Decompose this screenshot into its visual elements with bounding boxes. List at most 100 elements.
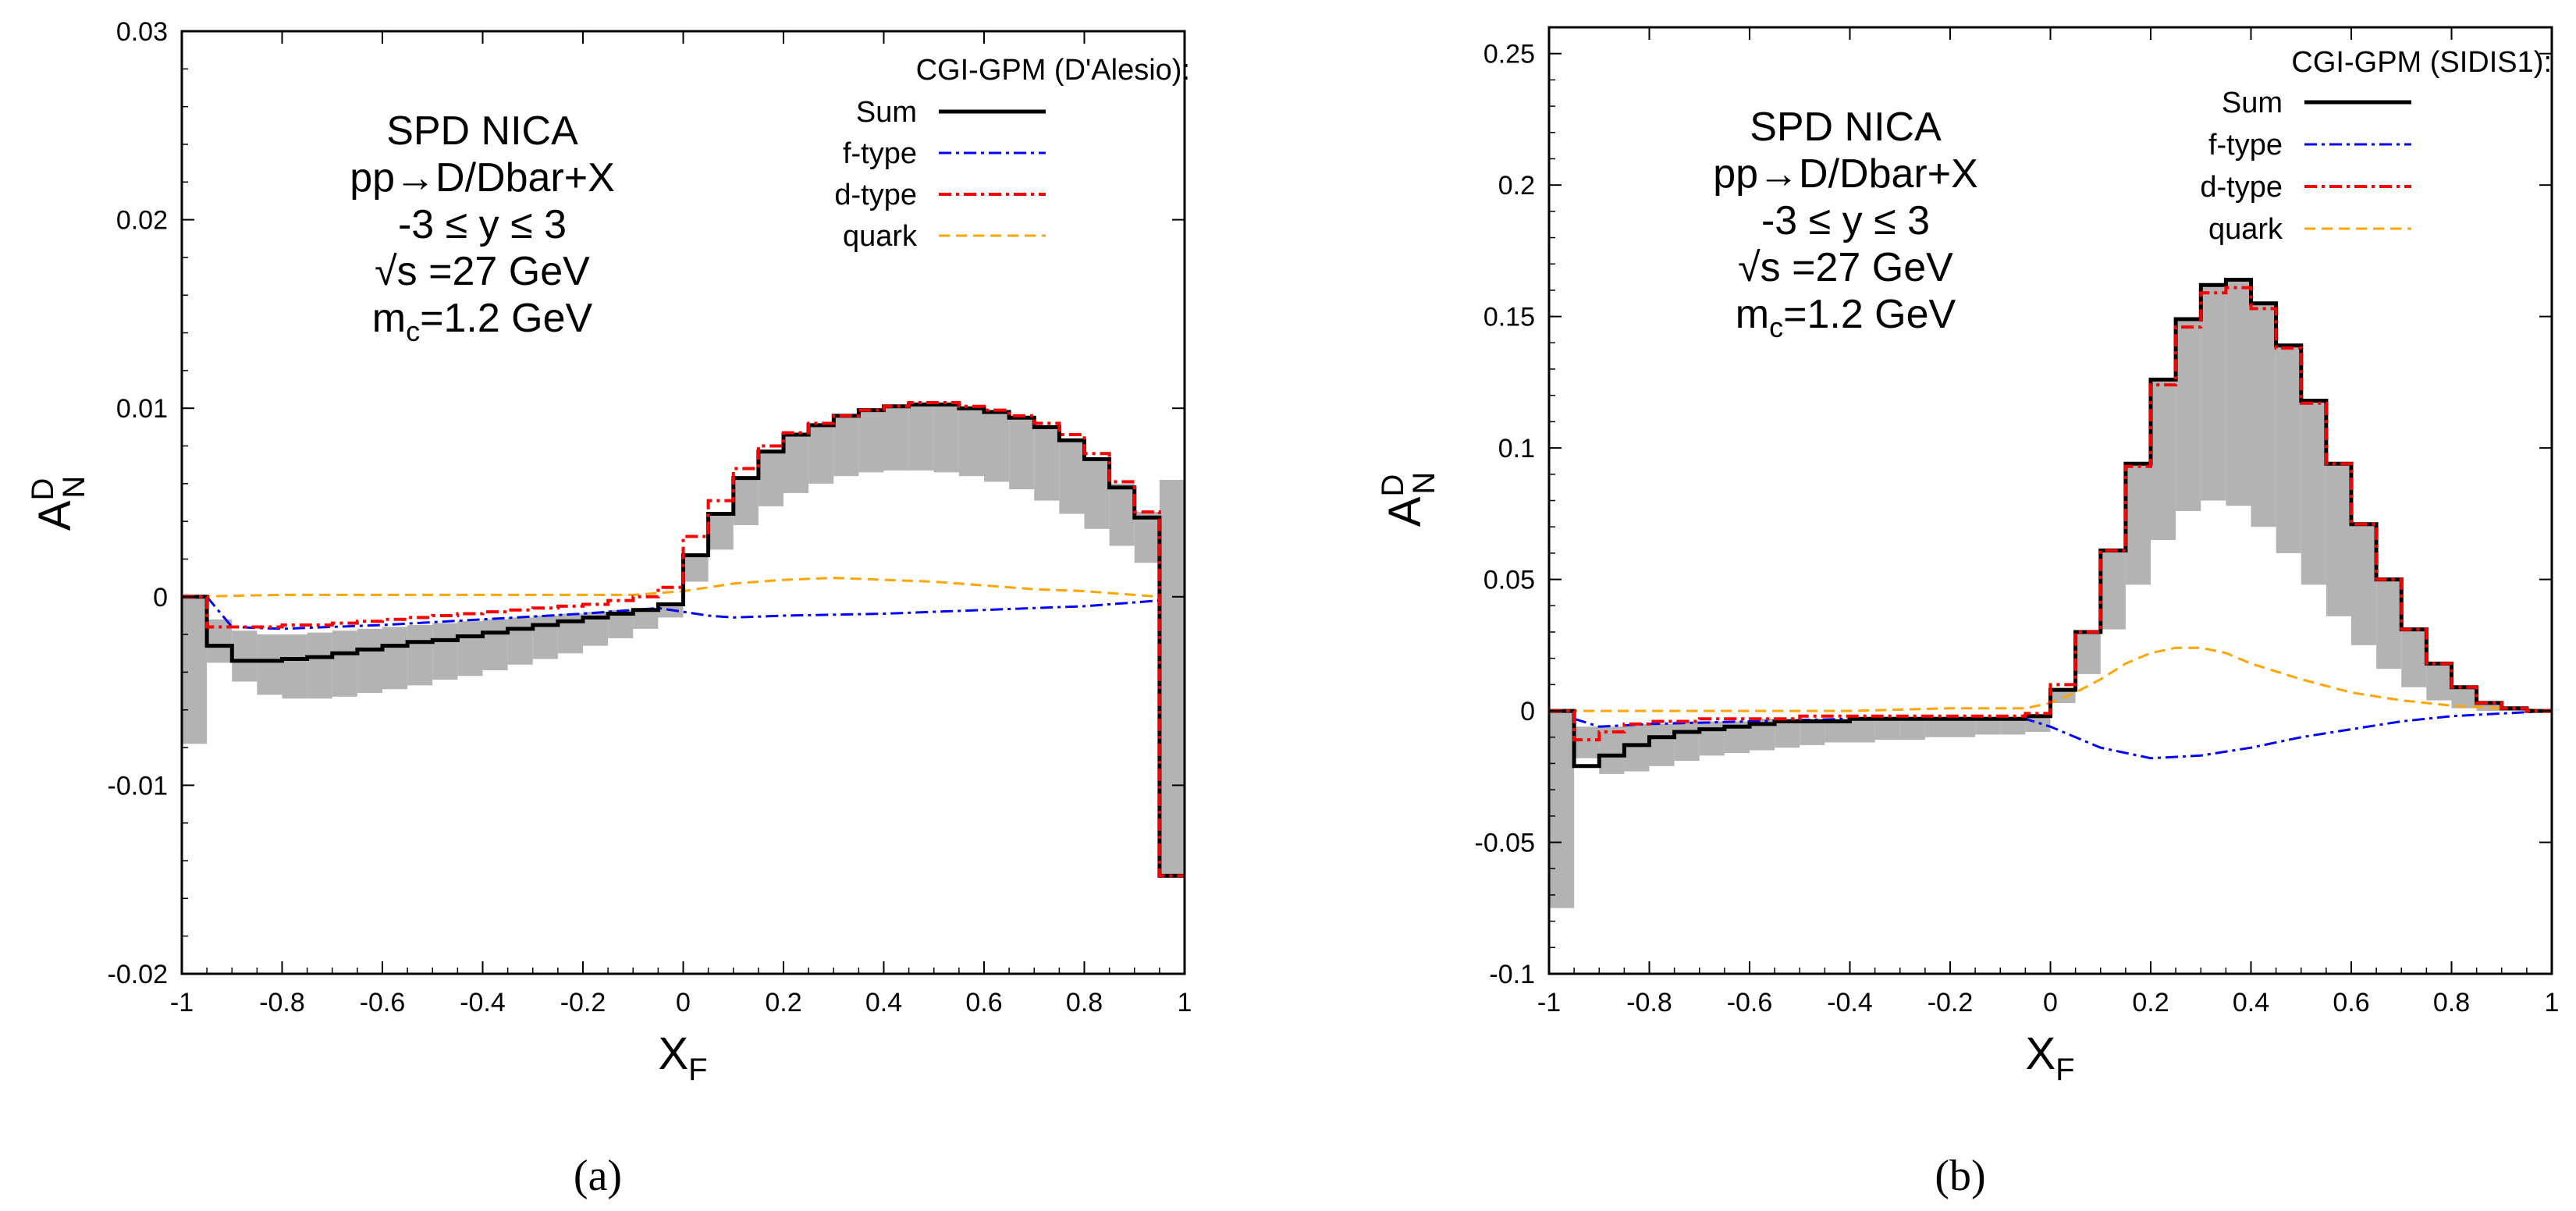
tick-marks-b: -1 -0.8 -0.6 -0.4 -0.2 0 0.2 0.4 0.6 0.8 1 -0.1 -0.0… [1475,27,2560,1017]
band-bin [2025,716,2051,733]
band-bin [808,424,834,484]
mass-symbol: m [1736,292,1769,337]
y-axis-label: ADN [1376,472,1441,527]
legend-label-sum: Sum [856,96,917,129]
band-bin [758,451,783,506]
legend-a: CGI-GPM (D'Alesio): Sum f-type d-type qu… [834,54,1190,253]
x-tick-label: 0.6 [965,988,1002,1017]
band-bin [733,478,759,525]
band-bin [2050,690,2076,703]
band-bin [182,596,208,744]
legend-label-f-type: f-type [2208,129,2283,162]
x-tick-label: -0.2 [1928,988,1974,1017]
x-tick-label: 1 [2545,988,2560,1017]
series-group-b [1549,278,2553,769]
annotation-line-3: -3 ≤ y ≤ 3 [1761,198,1930,243]
x-tick-label: -0.6 [360,988,406,1017]
band-bin [2276,345,2301,553]
x-axis-label-main: X [2025,1028,2055,1079]
band-bin [482,619,508,671]
x-axis-label: XF [2025,1028,2074,1087]
band-bin [908,404,934,471]
x-tick-label: -0.8 [1626,988,1672,1017]
band-bin [1624,723,1650,772]
band-bin [2401,629,2427,687]
annotation-line-4: √s =27 GeV [1738,245,1953,290]
uncertainty-band-a [182,404,1185,876]
x-tick-label: 0 [2043,988,2058,1017]
band-bin [1874,719,1900,740]
band-bin [2075,631,2101,674]
legend-label-d-type: d-type [834,179,917,211]
y-tick-label: 0 [153,583,168,613]
annotation-line-2: pp→D/Dbar+X [1713,151,1978,197]
y-axis-label-sup: D [26,478,60,501]
band-bin [282,634,307,699]
x-tick-label: 0.4 [865,988,902,1017]
band-bin [1674,721,1700,762]
series-quark-line [1549,646,2553,712]
tick-marks-a: -1 -0.8 -0.6 -0.4 -0.2 0 0.2 0.4 0.6 0.8 1 -0.02 -0.… [108,17,1192,1017]
y-tick-label: 0.2 [1498,171,1535,201]
band-bin [507,617,533,665]
y-axis-label: ADN [26,476,91,531]
legend-label-quark: quark [843,220,918,253]
x-tick-label: -0.8 [259,988,305,1017]
y-tick-label: 0.15 [1483,303,1535,332]
x-tick-label: 0.4 [2233,988,2269,1017]
y-tick-label: -0.01 [108,771,169,801]
band-bin [1134,512,1160,563]
x-tick-label: 0 [676,988,691,1017]
band-bin [2201,285,2226,501]
caption: (a) [574,1152,622,1200]
band-bin [858,410,884,473]
x-tick-label: 0.2 [2132,988,2169,1017]
band-bin [1699,721,1725,756]
band-bin [257,634,282,695]
band-bin [1109,483,1135,546]
band-bin [2476,702,2502,712]
annotation-line-4: √s =27 GeV [375,249,590,294]
annotation-line-1: SPD NICA [1750,105,1942,150]
legend-label-sum: Sum [2222,87,2283,119]
band-bin [2426,663,2452,701]
x-axis-label-sub: F [2055,1053,2074,1087]
x-axis-label-sub: F [688,1053,707,1087]
band-bin [1159,480,1185,876]
band-bin [2176,319,2201,511]
y-tick-label: -0.05 [1475,829,1536,858]
annotation-mass: mc=1.2 GeV [372,296,593,347]
y-axis-label-sub: N [57,476,91,499]
x-axis-label: XF [658,1028,707,1087]
y-axis-label-main: A [30,500,80,531]
x-tick-label: -0.6 [1727,988,1773,1017]
band-bin [833,415,859,477]
y-tick-label: -0.1 [1489,960,1535,989]
band-bin [1899,719,1925,740]
legend-label-f-type: f-type [843,137,917,170]
y-tick-label: 0.03 [116,17,168,47]
band-bin [407,625,433,686]
mass-subscript: c [1769,311,1783,343]
series-f-type-line [1573,709,2553,760]
band-bin [933,404,959,473]
band-bin [1599,726,1625,774]
x-tick-label: 0.6 [2333,988,2369,1017]
band-bin [2100,550,2126,630]
x-tick-label: -0.2 [560,988,606,1017]
mass-value: =1.2 GeV [1783,292,1956,337]
band-bin [382,627,408,690]
band-bin [1950,719,1976,737]
x-tick-label: 0.8 [1066,988,1103,1017]
band-bin [1059,440,1085,514]
band-bin [683,555,709,582]
band-bin [984,412,1010,482]
band-bin [357,628,382,694]
band-bin [1975,719,2001,735]
x-tick-label: -1 [170,988,194,1017]
legend-b: CGI-GPM (SIDIS1): Sum f-type d-type quar… [2200,46,2552,246]
y-tick-label: 0 [1520,697,1535,726]
legend-label-d-type: d-type [2200,171,2283,204]
legend-label-quark: quark [2208,213,2283,246]
